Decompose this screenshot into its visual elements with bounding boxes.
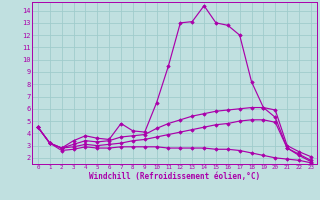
X-axis label: Windchill (Refroidissement éolien,°C): Windchill (Refroidissement éolien,°C) bbox=[89, 172, 260, 181]
